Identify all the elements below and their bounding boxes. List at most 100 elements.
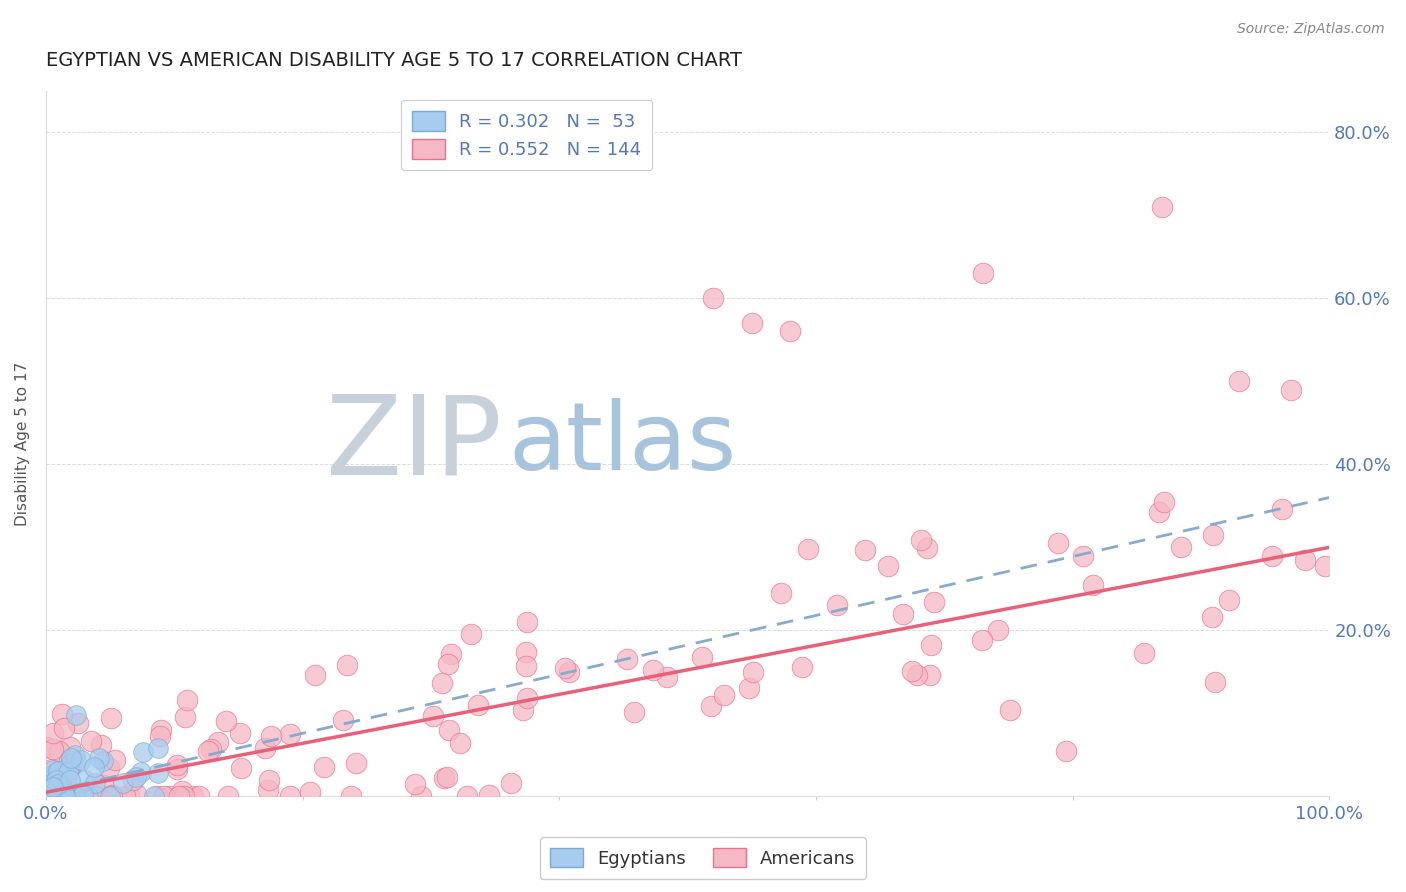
Point [59,740,82,755]
Text: ZIP: ZIP [326,390,502,497]
Point [449,736,471,750]
Point [1133,646,1156,660]
Point [478,789,501,803]
Point [79,734,101,748]
Point [148,741,170,756]
Point [84,775,107,789]
Point [63,747,86,762]
Point [122,772,145,787]
Point [56,789,79,804]
Point [467,698,489,712]
Point [37,789,59,804]
Point [1054,744,1077,758]
Point [433,771,456,785]
Point [98,761,121,775]
Point [987,623,1010,637]
Point [69,753,91,767]
Text: EGYPTIAN VS AMERICAN DISABILITY AGE 5 TO 17 CORRELATION CHART: EGYPTIAN VS AMERICAN DISABILITY AGE 5 TO… [46,51,742,70]
Point [125,787,148,801]
Point [131,764,153,779]
Point [58,773,80,788]
Point [1201,610,1223,624]
Point [554,661,576,675]
Point [1046,536,1069,550]
Point [299,785,322,799]
Text: Source: ZipAtlas.com: Source: ZipAtlas.com [1237,22,1385,37]
Point [231,761,253,775]
Point [515,658,537,673]
Point [35,773,58,788]
Point [146,789,169,804]
Y-axis label: Disability Age 5 to 17: Disability Age 5 to 17 [15,361,30,525]
Point [169,789,191,804]
Point [1294,552,1316,566]
Point [72,788,94,802]
Point [48,789,70,804]
Point [702,291,724,305]
Point [439,723,461,737]
Point [49,777,72,791]
Point [915,541,938,555]
Point [46,789,69,804]
Point [60,789,83,804]
Point [1201,527,1223,541]
Point [153,789,176,804]
Point [215,714,238,728]
Point [60,751,83,765]
Point [304,668,326,682]
Point [149,729,172,743]
Point [1218,593,1240,607]
Point [42,768,65,782]
Point [59,756,82,771]
Point [436,657,458,672]
Point [41,762,63,776]
Point [38,785,60,799]
Point [920,639,942,653]
Point [38,789,60,804]
Point [713,688,735,702]
Point [515,645,537,659]
Point [905,668,928,682]
Point [117,789,139,804]
Point [56,789,79,804]
Point [76,789,98,804]
Point [440,648,463,662]
Point [516,690,538,705]
Point [409,789,432,804]
Point [37,778,59,792]
Point [42,741,65,756]
Point [920,668,942,682]
Point [159,789,181,803]
Point [741,665,763,679]
Point [336,658,359,673]
Point [67,715,90,730]
Point [63,789,86,804]
Point [46,764,69,778]
Point [260,729,283,743]
Point [37,789,59,804]
Point [827,598,849,612]
Point [1204,674,1226,689]
Point [738,681,761,695]
Point [690,650,713,665]
Point [516,615,538,629]
Point [891,607,914,621]
Point [430,676,453,690]
Point [41,789,63,804]
Point [143,789,166,804]
Point [339,789,361,804]
Point [51,707,73,722]
Legend: Egyptians, Americans: Egyptians, Americans [540,837,866,879]
Point [170,784,193,798]
Point [55,789,77,804]
Point [41,789,63,804]
Point [1081,578,1104,592]
Point [623,705,645,719]
Point [59,785,82,799]
Point [41,788,63,802]
Point [1279,383,1302,397]
Point [56,764,79,779]
Point [58,754,80,768]
Point [44,789,66,803]
Point [346,756,368,770]
